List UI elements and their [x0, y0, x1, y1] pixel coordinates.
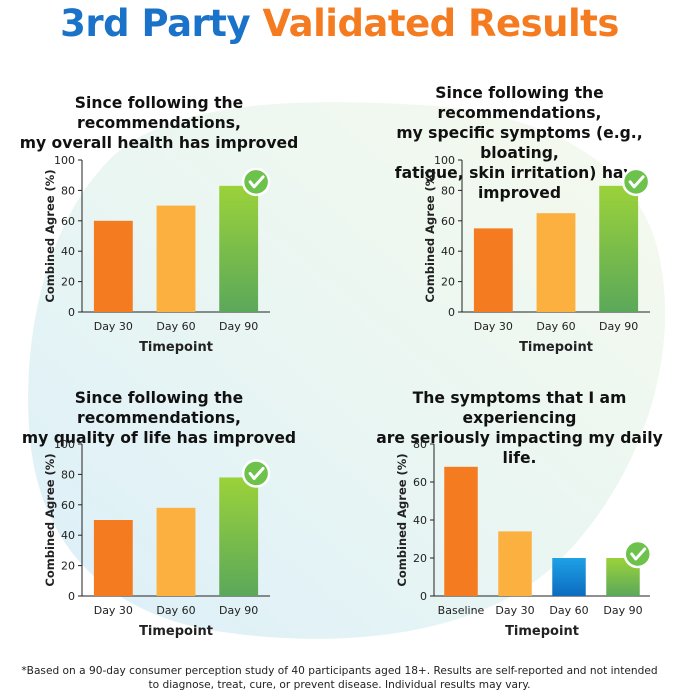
bar-day-30: [473, 228, 513, 312]
x-tick-label: Day 30: [474, 320, 513, 333]
chart1-bar-chart: 0 20 40 60 80 100 Combined Agree (%) Day 30 Day …: [43, 154, 271, 355]
y-axis-label: Combined Agree (%): [43, 453, 57, 586]
y-tick-label: 40: [413, 514, 427, 527]
x-tick-label: Day 60: [156, 604, 195, 617]
y-tick-label: 100: [54, 154, 75, 167]
y-axis-label: Combined Agree (%): [43, 169, 57, 302]
chart4-title: The symptoms that I am experiencing are …: [360, 388, 679, 468]
chart3-title: Since following the recommendations, my …: [0, 388, 318, 448]
bar-day-30: [93, 520, 133, 596]
x-axis-label: Timepoint: [139, 624, 213, 639]
chart2-title-line: Since following the recommendations,: [435, 84, 604, 122]
bar-day-60: [552, 558, 586, 596]
bar-day-60: [156, 507, 196, 596]
y-axis-label: Combined Agree (%): [423, 169, 437, 302]
x-tick-label: Day 60: [156, 320, 195, 333]
footnote-line: to diagnose, treat, cure, or prevent dis…: [148, 679, 531, 691]
bar-day-60: [536, 213, 576, 312]
x-tick-label: Day 90: [219, 604, 258, 617]
x-tick-label: Day 90: [219, 320, 258, 333]
y-tick-label: 0: [420, 590, 427, 603]
bar-day-90: [219, 477, 259, 596]
check-badge-icon: [621, 167, 651, 197]
x-tick-label: Day 30: [94, 320, 133, 333]
x-axis-label: Timepoint: [139, 340, 213, 355]
footnote-line: *Based on a 90-day consumer perception s…: [21, 665, 658, 677]
chart3-bar-chart: 0 20 40 60 80 100 Combined Agree (%) Day 30 Day …: [43, 438, 271, 639]
chart3-title-line: my quality of life has improved: [21, 429, 297, 447]
chart1-title-line: my overall health has improved: [19, 134, 299, 152]
x-tick-label: Day 60: [549, 604, 588, 617]
y-axis-label: Combined Agree (%): [395, 453, 409, 586]
check-badge-icon: [241, 167, 271, 197]
y-tick-label: 40: [441, 245, 455, 258]
bar-day-30: [498, 531, 532, 596]
y-tick-label: 60: [441, 215, 455, 228]
chart3-title-line: Since following the recommendations,: [74, 389, 244, 427]
y-tick-label: 60: [413, 476, 427, 489]
chart4-title-line: The symptoms that I am experiencing: [412, 389, 627, 427]
y-tick-label: 20: [441, 276, 455, 289]
page-headline: 3rd Party Validated Results: [0, 2, 679, 45]
x-tick-label: Baseline: [438, 604, 485, 617]
bar-day-60: [156, 205, 196, 312]
x-tick-label: Day 90: [603, 604, 642, 617]
y-tick-label: 80: [413, 438, 427, 451]
x-tick-label: Day 60: [536, 320, 575, 333]
y-tick-label: 20: [61, 276, 75, 289]
y-tick-label: 40: [61, 529, 75, 542]
check-badge-icon: [241, 459, 271, 488]
chart2-bar-chart: 0 20 40 60 80 100 Combined Agree (%) Day 30 Day …: [423, 154, 651, 355]
chart1-title: Since following the recommendations, my …: [0, 93, 318, 153]
y-tick-label: 40: [61, 245, 75, 258]
bar-day-90: [599, 185, 639, 312]
chart2-title-line: fatigue, skin irritation) have improved: [394, 164, 645, 202]
headline-part1: 3rd Party: [60, 2, 251, 45]
check-badge-icon: [623, 539, 652, 569]
y-tick-label: 20: [61, 560, 75, 573]
x-axis-label: Timepoint: [505, 624, 579, 639]
footnote: *Based on a 90-day consumer perception s…: [20, 664, 659, 692]
chart4-bar-chart: 0 20 40 60 80 Combined Agree (%) Baseline Day 3…: [395, 438, 652, 639]
y-tick-label: 20: [413, 552, 427, 565]
y-tick-label: 100: [54, 438, 75, 451]
chart4-title-line: are seriously impacting my daily life.: [376, 429, 663, 467]
y-tick-label: 100: [434, 154, 455, 167]
y-tick-label: 60: [61, 215, 75, 228]
y-tick-label: 0: [68, 590, 75, 603]
x-tick-label: Day 30: [94, 604, 133, 617]
headline-part2: Validated Results: [262, 2, 620, 45]
bar-day-30: [93, 220, 133, 312]
x-tick-label: Day 90: [599, 320, 638, 333]
y-tick-label: 80: [61, 184, 75, 197]
chart2-title: Since following the recommendations, my …: [360, 83, 679, 203]
chart2-title-line: my specific symptoms (e.g., bloating,: [396, 124, 643, 162]
y-tick-label: 60: [61, 499, 75, 512]
y-tick-label: 0: [448, 306, 455, 319]
bar-baseline: [444, 466, 478, 596]
y-tick-label: 0: [68, 306, 75, 319]
y-tick-label: 80: [441, 184, 455, 197]
x-axis-label: Timepoint: [519, 340, 593, 355]
y-tick-label: 80: [61, 468, 75, 481]
x-tick-label: Day 30: [495, 604, 534, 617]
bar-day-90: [219, 185, 259, 312]
chart1-title-line: Since following the recommendations,: [74, 94, 244, 132]
